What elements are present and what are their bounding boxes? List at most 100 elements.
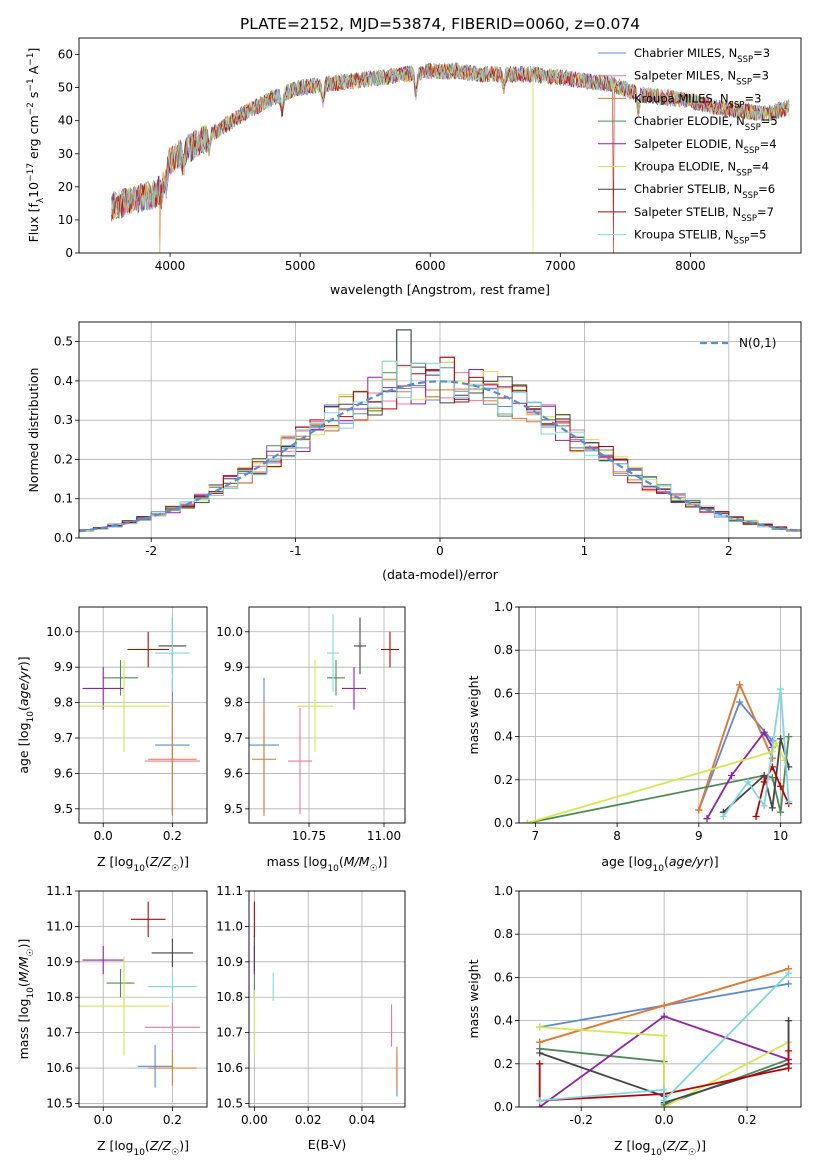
- y-tick-label: 11.1: [216, 884, 243, 898]
- series-marker: [768, 804, 776, 812]
- x-tick-label: 0.2: [163, 829, 182, 843]
- legend-label: N(0,1): [739, 336, 776, 350]
- plot-area: [79, 901, 201, 1088]
- plot-area: [79, 614, 201, 816]
- y-tick-label: 10.5: [216, 1096, 243, 1110]
- y-tick-label: 20: [58, 180, 73, 194]
- axes-frame: [78, 890, 208, 1108]
- age-vs-Z-panel: 0.0 0.2 9.5 9.6 9.7 9.8 9.9 10.0: [46, 606, 208, 843]
- x-tick-label: 10: [773, 829, 788, 843]
- axes-frame: [78, 37, 802, 254]
- y-tick-label: 10.6: [46, 1061, 73, 1075]
- x-tick-label: 2: [725, 544, 733, 558]
- series-marker: [785, 980, 793, 988]
- series-marker: [695, 806, 703, 814]
- y-tick-label: 0.8: [494, 927, 513, 941]
- series-marker: [536, 1049, 544, 1057]
- legend-label: Kroupa ELODIE, NSSP=4: [634, 160, 769, 179]
- x-tick-label: 0.0: [94, 1113, 113, 1127]
- series-marker: [660, 1097, 668, 1105]
- y-tick-label: 10: [58, 213, 73, 227]
- y-axis-label: mass weight: [466, 959, 481, 1038]
- y-tick-label: 10.0: [216, 625, 243, 639]
- y-axis-label: Flux [fλ10−17 erg cm−2 s−1 A−1]: [26, 48, 46, 243]
- axes-frame: [518, 890, 802, 1108]
- series-line-5: [526, 741, 786, 823]
- plot-area: [523, 681, 793, 823]
- series-marker: [703, 815, 711, 823]
- series-marker: [785, 969, 793, 977]
- y-tick-label: 50: [58, 81, 73, 95]
- x-tick-label: -0.2: [569, 1113, 592, 1127]
- y-tick-label: 0.8: [494, 643, 513, 657]
- series-marker: [760, 728, 768, 736]
- series-marker: [719, 813, 727, 821]
- x-tick-label: 0.0: [655, 1113, 674, 1127]
- mass-vs-ebv-panel: 0.00 0.02 0.04 10.5 10.6 10.7 10.8 10.9 11.0 11.1: [216, 884, 406, 1127]
- y-tick-label: 10.0: [46, 625, 73, 639]
- y-tick-label: 0.3: [54, 413, 73, 427]
- y-tick-label: 9.5: [224, 802, 243, 816]
- x-tick-label: 11.00: [367, 829, 401, 843]
- y-tick-label: 0.6: [494, 970, 513, 984]
- x-axis-label: mass [log10(M/M☉)]: [267, 854, 388, 874]
- x-axis-label: Z [log10(Z/Z☉)]: [97, 1138, 189, 1158]
- y-tick-label: 10.9: [216, 955, 243, 969]
- y-tick-label: 0.5: [54, 335, 73, 349]
- plot-area: [111, 61, 790, 253]
- series-marker: [777, 735, 785, 743]
- series-marker: [736, 698, 744, 706]
- y-axis-label: mass weight: [466, 675, 481, 754]
- x-tick-label: 0.2: [163, 1113, 182, 1127]
- y-tick-label: 9.7: [54, 731, 73, 745]
- y-tick-label: 10.8: [46, 990, 73, 1004]
- x-tick-label: 7000: [545, 259, 576, 273]
- y-tick-label: 9.8: [224, 696, 243, 710]
- axes-frame: [248, 890, 406, 1108]
- series-marker: [760, 802, 768, 810]
- y-tick-label: 60: [58, 48, 73, 62]
- series-marker: [785, 1047, 793, 1055]
- x-axis-label: age [log10(age/yr)]: [601, 854, 718, 874]
- series-marker: [660, 1012, 668, 1020]
- legend-label: Salpeter ELODIE, NSSP=4: [634, 137, 777, 156]
- y-tick-label: 10.5: [46, 1096, 73, 1110]
- y-tick-label: 0.2: [494, 773, 513, 787]
- histogram-step-6: [79, 329, 801, 531]
- x-axis-label: Z [log10(Z/Z☉)]: [97, 854, 189, 874]
- y-tick-label: 10.8: [216, 990, 243, 1004]
- series-marker: [760, 778, 768, 786]
- series-marker: [785, 733, 793, 741]
- x-tick-label: 8000: [675, 259, 706, 273]
- y-tick-label: 0.4: [494, 1014, 513, 1028]
- legend-label: Chabrier STELIB, NSSP=6: [634, 182, 775, 201]
- y-tick-label: 9.5: [54, 802, 73, 816]
- x-tick-label: 0.2: [738, 1113, 757, 1127]
- y-tick-label: 11.0: [216, 919, 243, 933]
- age-vs-mass-panel: 10.75 11.00 9.5 9.6 9.7 9.8 9.9 10.0: [216, 606, 406, 843]
- y-tick-label: 1.0: [494, 600, 513, 614]
- plot-area: [79, 329, 801, 533]
- spectrum-legend: Chabrier MILES, NSSP=3 Salpeter MILES, NS…: [598, 46, 778, 247]
- x-tick-label: 1: [581, 544, 589, 558]
- legend-label: Chabrier ELODIE, NSSP=5: [634, 114, 778, 133]
- y-tick-label: 10.7: [216, 1026, 243, 1040]
- y-tick-label: 9.9: [224, 660, 243, 674]
- x-tick-label: 10.75: [292, 829, 326, 843]
- y-tick-label: 0.0: [494, 1100, 513, 1114]
- spectrum-panel: 4000 5000 6000 7000 8000 0 10 20 30 40 50 60: [58, 37, 802, 273]
- x-tick-label: 8: [613, 829, 621, 843]
- y-tick-label: 9.6: [224, 766, 243, 780]
- y-tick-label: 0.0: [494, 816, 513, 830]
- y-tick-label: 0.4: [494, 730, 513, 744]
- series-marker: [536, 1103, 544, 1107]
- series-marker: [728, 771, 736, 779]
- x-tick-label: 9: [695, 829, 703, 843]
- series-marker: [785, 1017, 793, 1025]
- series-line-5: [539, 1026, 790, 1107]
- y-tick-label: 0.1: [54, 492, 73, 506]
- y-tick-label: 0.2: [494, 1057, 513, 1071]
- x-tick-label: 5000: [285, 259, 316, 273]
- y-tick-label: 11.0: [46, 919, 73, 933]
